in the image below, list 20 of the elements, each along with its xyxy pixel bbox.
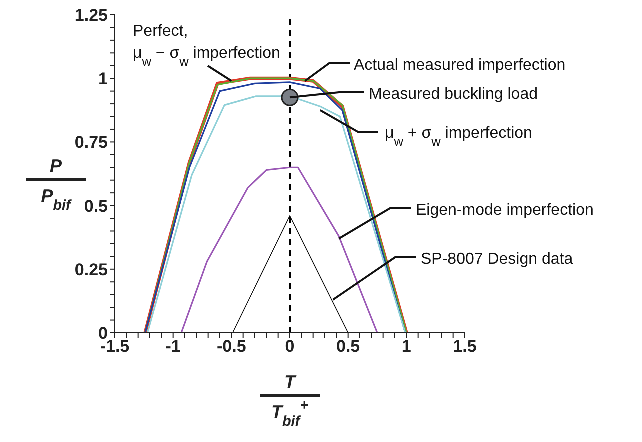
x-tick-label: 1 bbox=[402, 337, 412, 356]
y-tick-label: 1.25 bbox=[74, 6, 108, 26]
annotation: μ$_{w}$ + σ$_{w}$ imperfection bbox=[385, 125, 532, 148]
y-tick-label: 0.75 bbox=[74, 133, 108, 152]
x-tick-label: 0 bbox=[285, 337, 295, 356]
x-tick-label: -0.5 bbox=[217, 337, 246, 356]
annotation: SP-8007 Design data bbox=[421, 251, 574, 268]
annotation: Eigen-mode imperfection bbox=[416, 202, 594, 219]
y-tick-label: 1 bbox=[98, 70, 108, 89]
annotation: Perfect, μ$_{w}$ − σ$_{w}$ imperfection bbox=[133, 23, 280, 68]
y-tick-label: 0.25 bbox=[74, 260, 108, 280]
y-axis-title: P P$_{bif}$ bbox=[41, 156, 72, 214]
annotation: Measured buckling load bbox=[369, 86, 538, 103]
annotation: Actual measured imperfection bbox=[354, 57, 566, 74]
x-tick-label: -1 bbox=[166, 337, 181, 356]
x-tick-label: 1.5 bbox=[453, 337, 477, 356]
y-tick-label: 0 bbox=[98, 324, 108, 344]
x-tick-label: 0.5 bbox=[336, 337, 360, 356]
line-series bbox=[180, 166, 378, 333]
y-tick-label: 0.5 bbox=[84, 196, 108, 216]
